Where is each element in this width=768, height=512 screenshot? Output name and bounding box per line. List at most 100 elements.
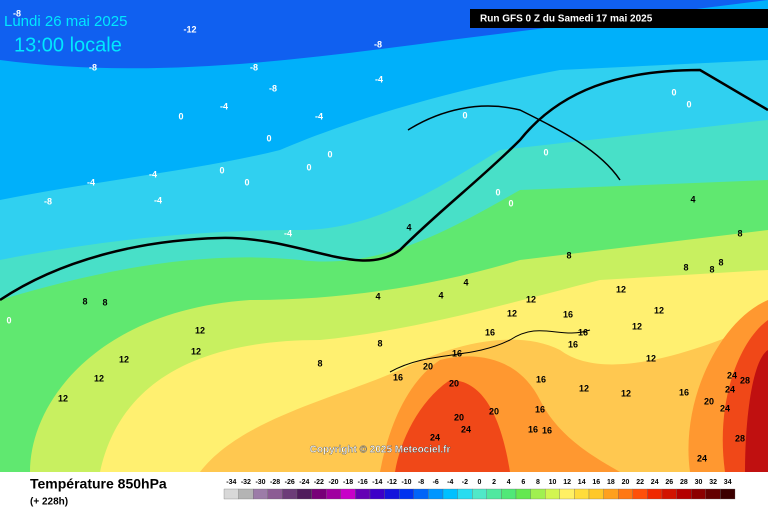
copyright: Copyright © 2025 Meteociel.fr [310, 445, 451, 456]
contour-label: 4 [406, 222, 411, 232]
contour-label: 4 [375, 291, 380, 301]
legend-swatch [530, 488, 546, 500]
legend-label: 2 [492, 479, 496, 486]
legend-label: 16 [592, 479, 600, 486]
contour-label: 16 [452, 348, 462, 358]
contour-label: 8 [718, 257, 723, 267]
contour-label: -12 [183, 24, 196, 34]
contour-label: 4 [438, 290, 443, 300]
legend-label: 22 [636, 479, 644, 486]
legend-label: 0 [478, 479, 482, 486]
legend-label: -24 [299, 479, 309, 486]
contour-label: 12 [58, 393, 68, 403]
contour-label: 0 [266, 133, 271, 143]
contour-label: -8 [89, 62, 97, 72]
contour-label: 8 [102, 297, 107, 307]
legend-label: 14 [578, 479, 586, 486]
legend-swatch [515, 488, 531, 500]
legend-swatch [223, 488, 239, 500]
legend-swatch [369, 488, 385, 500]
legend-swatch [720, 488, 736, 500]
legend-label: -10 [401, 479, 411, 486]
legend-swatch [588, 488, 604, 500]
contour-label: -4 [315, 111, 323, 121]
legend-label: -30 [255, 479, 265, 486]
contour-label: 12 [507, 308, 517, 318]
legend-label: 20 [622, 479, 630, 486]
legend-swatch [603, 488, 619, 500]
legend-swatch [545, 488, 560, 500]
legend-swatch [326, 488, 341, 500]
contour-label: 0 [306, 162, 311, 172]
contour-label: 12 [94, 373, 104, 383]
contour-label: 12 [579, 383, 589, 393]
contour-label: 20 [489, 406, 499, 416]
contour-label: -4 [375, 74, 383, 84]
legend-swatch [647, 488, 663, 500]
legend-label: -4 [447, 479, 453, 486]
legend-swatch [442, 488, 458, 500]
legend-swatch [384, 488, 400, 500]
contour-label: 8 [82, 296, 87, 306]
legend-label: 26 [665, 479, 673, 486]
contour-label: 24 [725, 384, 735, 394]
legend-label: -2 [462, 479, 468, 486]
contour-label: 12 [191, 346, 201, 356]
contour-label: 8 [737, 228, 742, 238]
legend-swatch [705, 488, 721, 500]
legend-swatch [632, 488, 648, 500]
contour-label: 8 [317, 358, 322, 368]
contour-label: 8 [566, 250, 571, 260]
legend-swatch [457, 488, 473, 500]
legend-label: -22 [314, 479, 324, 486]
legend-swatch [253, 488, 268, 500]
temperature-field [0, 0, 768, 472]
legend-swatch [661, 488, 677, 500]
contour-label: 8 [377, 338, 382, 348]
legend-swatch [282, 488, 298, 500]
contour-label: 16 [393, 372, 403, 382]
legend-label: 18 [607, 479, 615, 486]
contour-label: -4 [149, 169, 157, 179]
contour-label: -4 [154, 195, 162, 205]
legend-label: -20 [328, 479, 338, 486]
contour-label: 16 [485, 327, 495, 337]
run-info: Run GFS 0 Z du Samedi 17 mai 2025 [480, 14, 653, 25]
legend-label: 28 [680, 479, 688, 486]
legend-label: -14 [372, 479, 382, 486]
legend-label: -6 [433, 479, 439, 486]
contour-label: 12 [621, 388, 631, 398]
legend-swatch [355, 488, 371, 500]
contour-label: 0 [462, 110, 467, 120]
contour-label: 28 [740, 375, 750, 385]
legend-swatch [340, 488, 356, 500]
contour-label: 12 [195, 325, 205, 335]
legend-label: -12 [387, 479, 397, 486]
contour-label: 20 [454, 412, 464, 422]
contour-label: 20 [704, 396, 714, 406]
contour-label: 8 [683, 262, 688, 272]
legend-swatch [472, 488, 487, 500]
contour-label: 12 [646, 353, 656, 363]
contour-label: 16 [568, 339, 578, 349]
legend-swatch [428, 488, 444, 500]
contour-label: 20 [449, 378, 459, 388]
legend-swatch [501, 488, 517, 500]
field-title: Température 850hPa [30, 476, 167, 492]
legend-label: 12 [563, 479, 571, 486]
contour-label: 0 [327, 149, 332, 159]
contour-label: -4 [284, 228, 292, 238]
legend-label: -16 [358, 479, 368, 486]
contour-label: 16 [528, 424, 538, 434]
contour-label: 16 [542, 425, 552, 435]
legend-label: 34 [724, 479, 732, 486]
legend-label: -8 [418, 479, 424, 486]
contour-label: 16 [536, 374, 546, 384]
contour-label: -8 [250, 62, 258, 72]
lead-time: (+ 228h) [30, 497, 68, 508]
contour-label: -8 [44, 196, 52, 206]
legend-swatch [486, 488, 502, 500]
